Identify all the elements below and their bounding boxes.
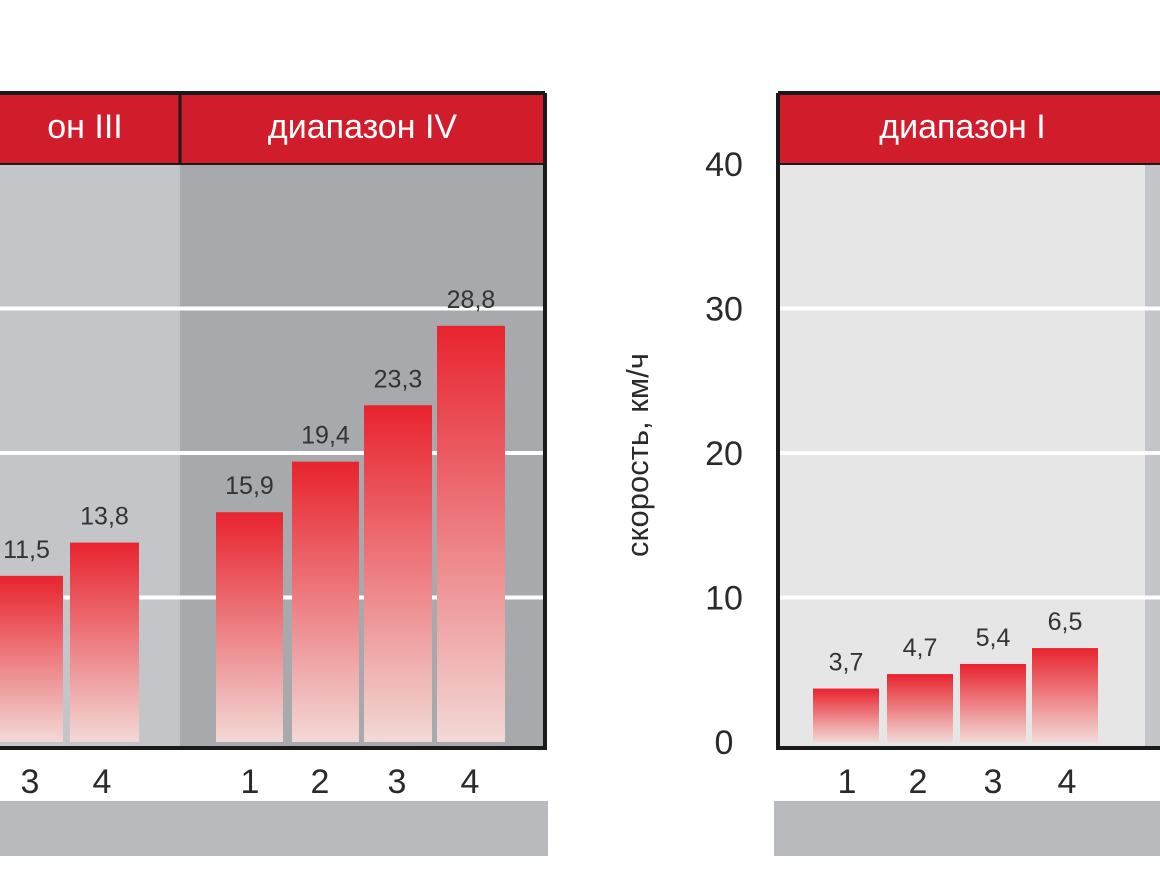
y-tick-label: 10 bbox=[705, 580, 743, 618]
value-label: 19,4 bbox=[301, 422, 350, 450]
bar bbox=[292, 461, 359, 742]
x-tick-label: 1 bbox=[838, 763, 857, 801]
bar bbox=[1032, 648, 1098, 742]
bar bbox=[813, 688, 879, 742]
footer-band bbox=[774, 801, 1160, 856]
x-tick-label: 3 bbox=[984, 763, 1003, 801]
x-tick-label: 3 bbox=[388, 763, 407, 801]
value-label: 15,9 bbox=[225, 472, 274, 500]
header-band bbox=[778, 93, 1160, 164]
x-tick-label: 1 bbox=[241, 763, 260, 801]
y-tick-label: 0 bbox=[715, 724, 734, 762]
y-tick-label: 40 bbox=[705, 146, 743, 184]
footer-band bbox=[0, 801, 548, 856]
value-label: 6,5 bbox=[1048, 608, 1083, 636]
bar bbox=[437, 325, 505, 742]
value-label: 28,8 bbox=[447, 286, 496, 314]
range-header: диапазон IV bbox=[268, 108, 457, 146]
value-label: 4,7 bbox=[903, 634, 938, 662]
chart-1: он III 11,5 13,8 3 4 диапазон IV 15,9 19,4 23,3 2… bbox=[0, 91, 548, 856]
header-band bbox=[0, 93, 545, 164]
bar bbox=[960, 663, 1026, 742]
x-tick-label: 4 bbox=[461, 763, 480, 801]
plot-panel bbox=[1145, 164, 1160, 750]
x-tick-label: 3 bbox=[21, 763, 40, 801]
value-label: 5,4 bbox=[976, 624, 1011, 652]
bar bbox=[364, 405, 432, 742]
x-tick-label: 2 bbox=[311, 763, 330, 801]
bar bbox=[70, 542, 139, 742]
bar bbox=[216, 512, 283, 742]
value-label: 3,7 bbox=[829, 649, 864, 677]
bar bbox=[887, 674, 953, 742]
range-header: диапазон I bbox=[879, 108, 1045, 146]
y-tick-label: 20 bbox=[705, 435, 743, 473]
value-label: 23,3 bbox=[374, 365, 423, 393]
value-label: 11,5 bbox=[3, 536, 50, 564]
x-tick-label: 4 bbox=[93, 763, 112, 801]
y-axis-label: скорость, км/ч bbox=[620, 353, 655, 557]
range-header: он III bbox=[47, 108, 122, 146]
chart-2: диапазон I3,74,7 5,46,51 2 3 4010203040скоро… bbox=[620, 91, 1160, 856]
y-tick-label: 30 bbox=[705, 291, 743, 329]
x-tick-label: 2 bbox=[909, 763, 928, 801]
bar bbox=[0, 575, 63, 742]
x-tick-label: 4 bbox=[1058, 763, 1077, 801]
value-label: 13,8 bbox=[80, 503, 129, 531]
